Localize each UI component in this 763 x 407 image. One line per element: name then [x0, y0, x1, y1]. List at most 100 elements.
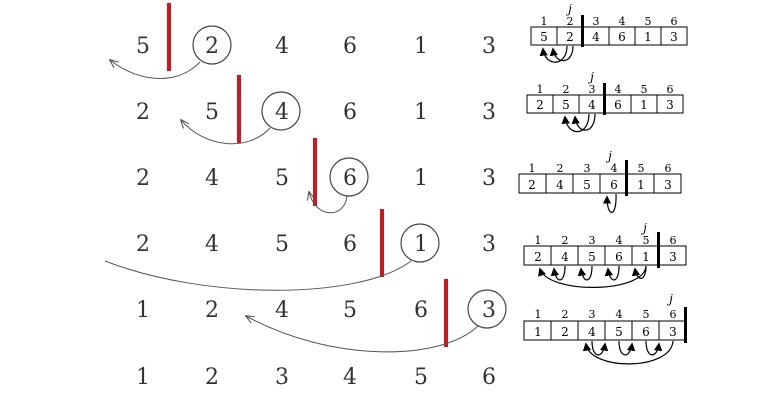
big-value: 2 — [205, 365, 219, 390]
cell-value: 3 — [664, 178, 672, 192]
j-label: j — [605, 149, 612, 163]
big-value: 6 — [414, 298, 428, 323]
big-value: 4 — [343, 365, 357, 390]
cell-value: 5 — [583, 178, 591, 192]
cell-value: 1 — [640, 98, 648, 112]
big-trace: 5 2 4 6 1 3 2 5 4 6 1 3 2 4 5 6 — [104, 3, 507, 390]
shift-arrow — [631, 265, 647, 279]
big-value: 6 — [343, 34, 357, 59]
big-row-4: 2 4 5 6 1 3 — [104, 209, 496, 291]
index-label: 6 — [670, 234, 677, 247]
cell-value: 3 — [669, 250, 677, 264]
big-value: 3 — [275, 365, 289, 390]
key-divider — [581, 15, 584, 47]
index-label: 1 — [537, 83, 544, 96]
big-value: 2 — [136, 232, 150, 257]
key-divider — [625, 160, 628, 196]
cell-value: 6 — [614, 98, 622, 112]
cell-value: 1 — [644, 30, 652, 44]
move-arrow — [104, 260, 412, 291]
shift-arrow — [571, 113, 596, 131]
j-label: j — [565, 2, 572, 16]
big-row-5: 1 2 4 5 6 3 — [136, 279, 507, 353]
shift-arrow — [550, 265, 566, 281]
shift-arrow — [538, 265, 647, 288]
index-label: 4 — [616, 234, 623, 247]
big-value-key: 6 — [343, 166, 357, 191]
big-value: 4 — [275, 34, 289, 59]
index-label: 3 — [589, 308, 596, 321]
big-value-key: 1 — [414, 232, 428, 257]
index-label: 6 — [670, 308, 677, 321]
shift-arrow — [602, 193, 617, 213]
big-value: 2 — [136, 100, 150, 125]
cell-value: 2 — [534, 250, 542, 264]
shift-arrow — [549, 45, 574, 62]
panel-b: j 1 2 3 4 5 6 2 5 4 6 1 3 — [526, 70, 684, 133]
index-label: 4 — [616, 308, 623, 321]
index-label: 3 — [593, 15, 600, 28]
cell-value: 2 — [536, 98, 544, 112]
key-divider — [657, 232, 660, 268]
big-row-2: 2 5 4 6 1 3 — [136, 75, 496, 145]
cell-value: 3 — [669, 325, 677, 339]
big-value: 5 — [414, 365, 428, 390]
cell-value: 6 — [610, 178, 618, 192]
big-value: 5 — [275, 232, 289, 257]
cell-value: 4 — [588, 98, 596, 112]
index-label: 1 — [541, 15, 548, 28]
cell-value: 2 — [566, 30, 574, 44]
cell-value: 2 — [561, 325, 569, 339]
big-value: 1 — [136, 298, 150, 323]
index-label: 3 — [589, 234, 596, 247]
sorted-divider — [167, 3, 171, 71]
big-value: 5 — [136, 34, 150, 59]
shift-arrow — [604, 265, 620, 281]
big-value: 6 — [343, 232, 357, 257]
index-label: 5 — [645, 15, 652, 28]
sorted-divider — [313, 138, 317, 206]
array-cell — [656, 94, 684, 114]
cell-value: 6 — [642, 325, 650, 339]
key-circle — [261, 91, 301, 131]
index-label: 2 — [562, 234, 569, 247]
j-label: j — [640, 221, 647, 235]
cell-value: 4 — [592, 30, 600, 44]
big-value: 5 — [343, 298, 357, 323]
move-arrow — [181, 120, 271, 145]
index-label: 4 — [615, 83, 622, 96]
shift-arrow — [645, 340, 663, 356]
big-value: 6 — [482, 365, 496, 390]
panel-d: j 1 2 3 4 5 6 2 4 5 6 1 3 — [523, 221, 687, 288]
sorted-divider — [380, 209, 384, 277]
shift-arrow — [591, 340, 609, 356]
panel-e: j 1 2 3 4 5 6 1 2 4 5 6 3 — [523, 292, 687, 365]
cell-value: 5 — [615, 325, 623, 339]
big-value: 4 — [275, 298, 289, 323]
cell-value: 3 — [670, 30, 678, 44]
big-value: 3 — [482, 100, 496, 125]
key-circle — [467, 289, 507, 329]
cell-value: 6 — [618, 30, 626, 44]
cell-value: 1 — [534, 325, 542, 339]
key-circle — [400, 223, 440, 263]
move-arrow — [110, 60, 201, 79]
big-value: 3 — [482, 166, 496, 191]
small-panels: j 1 2 3 4 5 6 5 2 4 6 1 3 j 1 2 — [518, 2, 688, 365]
cell-value: 5 — [588, 250, 596, 264]
index-label: 3 — [584, 162, 591, 175]
array-cell — [653, 173, 682, 194]
key-circle — [329, 157, 369, 197]
index-label: 6 — [667, 83, 674, 96]
cell-value: 6 — [615, 250, 623, 264]
big-value: 1 — [414, 100, 428, 125]
big-value-key: 4 — [275, 100, 289, 125]
index-label: 1 — [535, 234, 542, 247]
big-value: 3 — [482, 232, 496, 257]
big-row-6: 1 2 3 4 5 6 — [136, 365, 496, 390]
j-label: j — [666, 292, 673, 306]
shift-arrow — [561, 113, 590, 133]
big-value: 1 — [136, 365, 150, 390]
shift-arrow — [582, 340, 674, 365]
